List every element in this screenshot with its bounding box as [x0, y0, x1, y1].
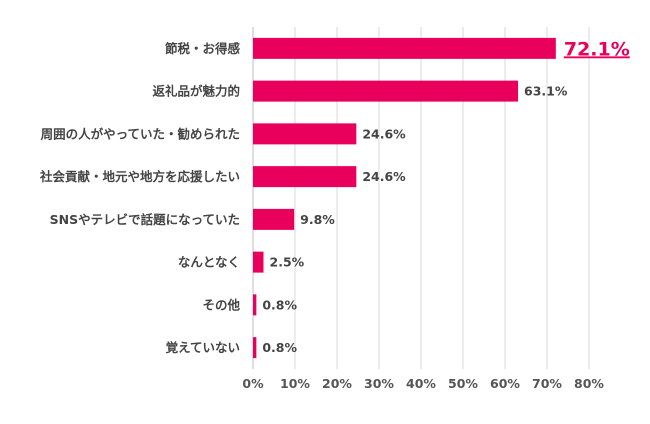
bar — [253, 166, 357, 188]
category-label: 返礼品が魅力的 — [152, 84, 240, 99]
value-label: 0.8% — [262, 297, 297, 312]
bars — [253, 37, 556, 359]
x-tick-labels: 0% 10% 20% 30% 40% 50% 60% 70% 80% — [242, 376, 604, 391]
value-label: 24.6% — [362, 169, 406, 184]
bar — [253, 80, 519, 102]
category-label: 覚えていない — [166, 340, 240, 355]
bar — [253, 337, 257, 359]
value-label: 0.8% — [262, 340, 297, 355]
category-label: SNSやテレビで話題になっていた — [50, 212, 240, 227]
x-tick-label: 30% — [364, 376, 394, 391]
category-label: 節税・お得感 — [165, 41, 241, 56]
value-label: 2.5% — [270, 255, 305, 270]
x-tick-label: 50% — [448, 376, 478, 391]
category-label: 周囲の人がやっていた・勧められた — [41, 126, 240, 141]
bar — [253, 208, 295, 230]
gridlines — [252, 27, 590, 369]
value-labels: 72.1% 63.1% 24.6% 24.6% 9.8% 2.5% 0.8% 0.8% — [262, 38, 629, 355]
x-tick-label: 60% — [490, 376, 520, 391]
highlight-value-label: 72.1% — [564, 38, 630, 60]
x-tick-label: 40% — [406, 376, 436, 391]
bar — [253, 37, 556, 59]
category-label: 社会貢献・地元や地方を応援したい — [39, 169, 240, 184]
category-label: その他 — [202, 297, 240, 312]
bar — [253, 123, 357, 145]
x-tick-label: 20% — [322, 376, 352, 391]
category-labels: 節税・お得感返礼品が魅力的周囲の人がやっていた・勧められた社会貢献・地元や地方を… — [39, 41, 241, 355]
value-label: 24.6% — [362, 126, 406, 141]
x-tick-label: 0% — [242, 376, 264, 391]
value-label: 9.8% — [300, 212, 335, 227]
value-label: 63.1% — [524, 84, 568, 99]
x-tick-label: 80% — [574, 376, 604, 391]
x-tick-label: 70% — [532, 376, 562, 391]
x-tick-label: 10% — [280, 376, 310, 391]
bar — [253, 294, 257, 316]
bar — [253, 251, 264, 273]
category-label: なんとなく — [178, 255, 240, 270]
